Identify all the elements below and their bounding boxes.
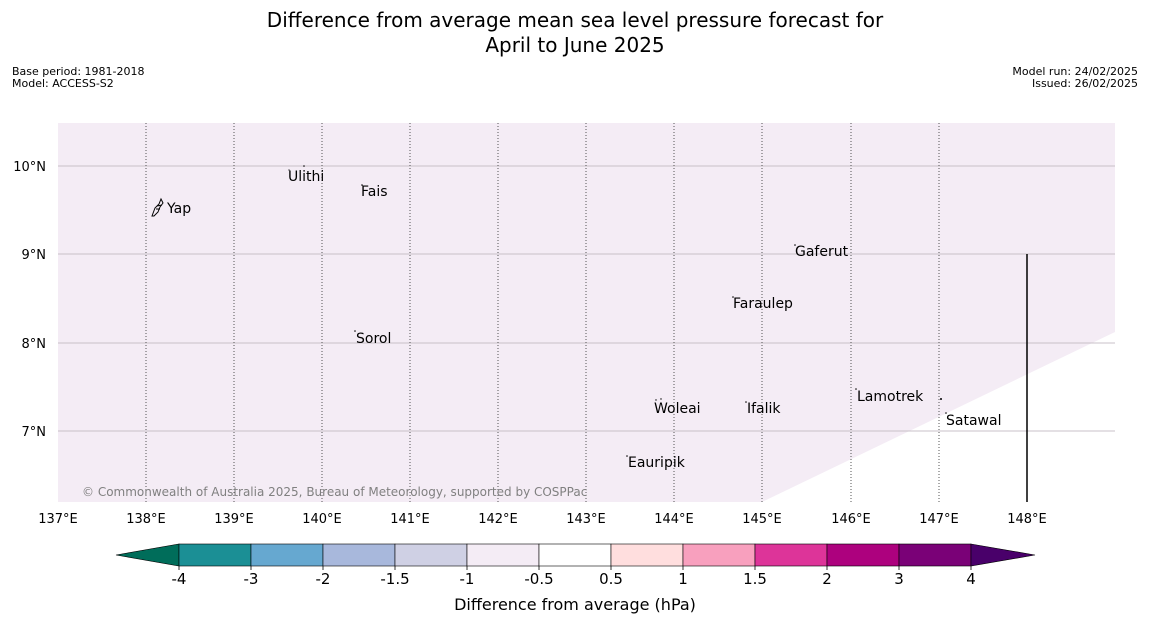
woleai-marker <box>655 399 657 401</box>
colorbar-bin-1-5-2 <box>754 543 828 567</box>
lat-label-10n: 10°N <box>13 160 46 175</box>
place-label-woleai: Woleai <box>654 401 701 417</box>
lon-label-144e: 144°E <box>654 512 694 527</box>
cb-label-4: 4 <box>966 570 976 588</box>
colorbar-bin-neg1-5-neg1 <box>394 543 468 567</box>
lon-label-142e: 142°E <box>478 512 518 527</box>
colorbar-tick-labels: -4 -3 -2 -1.5 -1 -0.5 0.5 1 1.5 2 3 4 <box>172 570 976 588</box>
colorbar-bin-neg4-neg3 <box>178 543 252 567</box>
title-line-1: Difference from average mean sea level p… <box>266 8 884 32</box>
lon-label-138e: 138°E <box>126 512 166 527</box>
cb-label-neg0-5: -0.5 <box>524 570 553 588</box>
colorbar <box>115 543 1036 567</box>
colorbar-bin-neg0-5-0-5 <box>538 543 612 567</box>
ifalik-marker <box>745 401 747 403</box>
model-run: Model run: 24/02/2025 <box>1012 65 1138 78</box>
colorbar-bin-neg3-neg2 <box>250 543 324 567</box>
colorbar-bin-neg1-neg0-5 <box>466 543 540 567</box>
meta-left: Base period: 1981-2018 Model: ACCESS-S2 <box>12 66 144 90</box>
lon-label-145e: 145°E <box>742 512 782 527</box>
lon-label-148e: 148°E <box>1007 512 1047 527</box>
lon-labels: 137°E 138°E 139°E 140°E 141°E 142°E 143°… <box>38 512 1047 527</box>
lon-label-143e: 143°E <box>566 512 606 527</box>
cb-label-neg1: -1 <box>460 570 475 588</box>
cb-label-neg1-5: -1.5 <box>380 570 409 588</box>
yap-island-shape <box>151 197 164 217</box>
base-period: Base period: 1981-2018 <box>12 65 145 78</box>
cb-label-1-5: 1.5 <box>743 570 767 588</box>
cb-label-2: 2 <box>822 570 832 588</box>
faraulep-marker <box>732 296 734 298</box>
copyright-text: © Commonwealth of Australia 2025, Bureau… <box>82 485 587 499</box>
colorbar-low-extension <box>115 543 180 567</box>
lon-label-139e: 139°E <box>214 512 254 527</box>
island-dots <box>288 165 947 457</box>
place-label-fais: Fais <box>361 184 388 200</box>
place-label-lamotrek: Lamotrek <box>857 389 924 405</box>
model-name: Model: ACCESS-S2 <box>12 77 114 90</box>
lon-label-141e: 141°E <box>390 512 430 527</box>
cb-label-neg2: -2 <box>316 570 331 588</box>
lat-label-8n: 8°N <box>22 337 47 352</box>
lamotrek-marker <box>855 388 857 390</box>
colorbar-bin-3-4 <box>898 543 972 567</box>
colorbar-bin-2-3 <box>826 543 900 567</box>
cb-label-3: 3 <box>894 570 904 588</box>
lon-gridlines <box>145 123 940 502</box>
place-label-sorol: Sorol <box>356 331 391 347</box>
lon-label-147e: 147°E <box>919 512 959 527</box>
ulithi-marker <box>303 165 305 167</box>
place-label-gaferut: Gaferut <box>795 244 849 260</box>
cb-label-1: 1 <box>678 570 688 588</box>
lon-label-140e: 140°E <box>302 512 342 527</box>
place-label-satawal: Satawal <box>946 413 1001 429</box>
place-label-eauripik: Eauripik <box>628 455 686 471</box>
cb-label-neg3: -3 <box>244 570 259 588</box>
lat-label-7n: 7°N <box>22 425 47 440</box>
meta-right: Model run: 24/02/2025 Issued: 26/02/2025 <box>1012 66 1138 90</box>
colorbar-high-extension <box>970 543 1036 567</box>
title-line-2: April to June 2025 <box>485 33 665 57</box>
colorbar-bin-neg2-neg1-5 <box>322 543 396 567</box>
place-label-faraulep: Faraulep <box>733 296 793 312</box>
ulithi-marker-2 <box>288 169 290 171</box>
colorbar-bin-1-1-5 <box>682 543 756 567</box>
lon-label-146e: 146°E <box>831 512 871 527</box>
cb-label-0-5: 0.5 <box>599 570 623 588</box>
sorol-marker <box>354 330 356 332</box>
issued-date: Issued: 26/02/2025 <box>1031 77 1138 90</box>
cb-label-neg4: -4 <box>172 570 187 588</box>
map-title: Difference from average mean sea level p… <box>0 8 1150 58</box>
gaferut-marker <box>794 244 796 246</box>
fais-marker <box>361 184 363 186</box>
eauripik-marker <box>626 455 628 457</box>
place-label-ifalik: Ifalik <box>747 401 781 417</box>
place-label-yap: Yap <box>166 201 191 217</box>
yap-island-detail <box>156 204 163 210</box>
colorbar-title: Difference from average (hPa) <box>454 595 696 614</box>
lon-label-137e: 137°E <box>38 512 78 527</box>
colorbar-bin-0-5-1 <box>610 543 684 567</box>
woleai-marker-2 <box>660 398 662 400</box>
lamotrek-area-marker <box>940 398 942 400</box>
lat-label-9n: 9°N <box>22 248 47 263</box>
place-label-ulithi: Ulithi <box>288 169 324 185</box>
satawal-marker <box>945 412 947 414</box>
island-shapes <box>151 197 164 217</box>
colorbar-ticks <box>178 566 972 570</box>
